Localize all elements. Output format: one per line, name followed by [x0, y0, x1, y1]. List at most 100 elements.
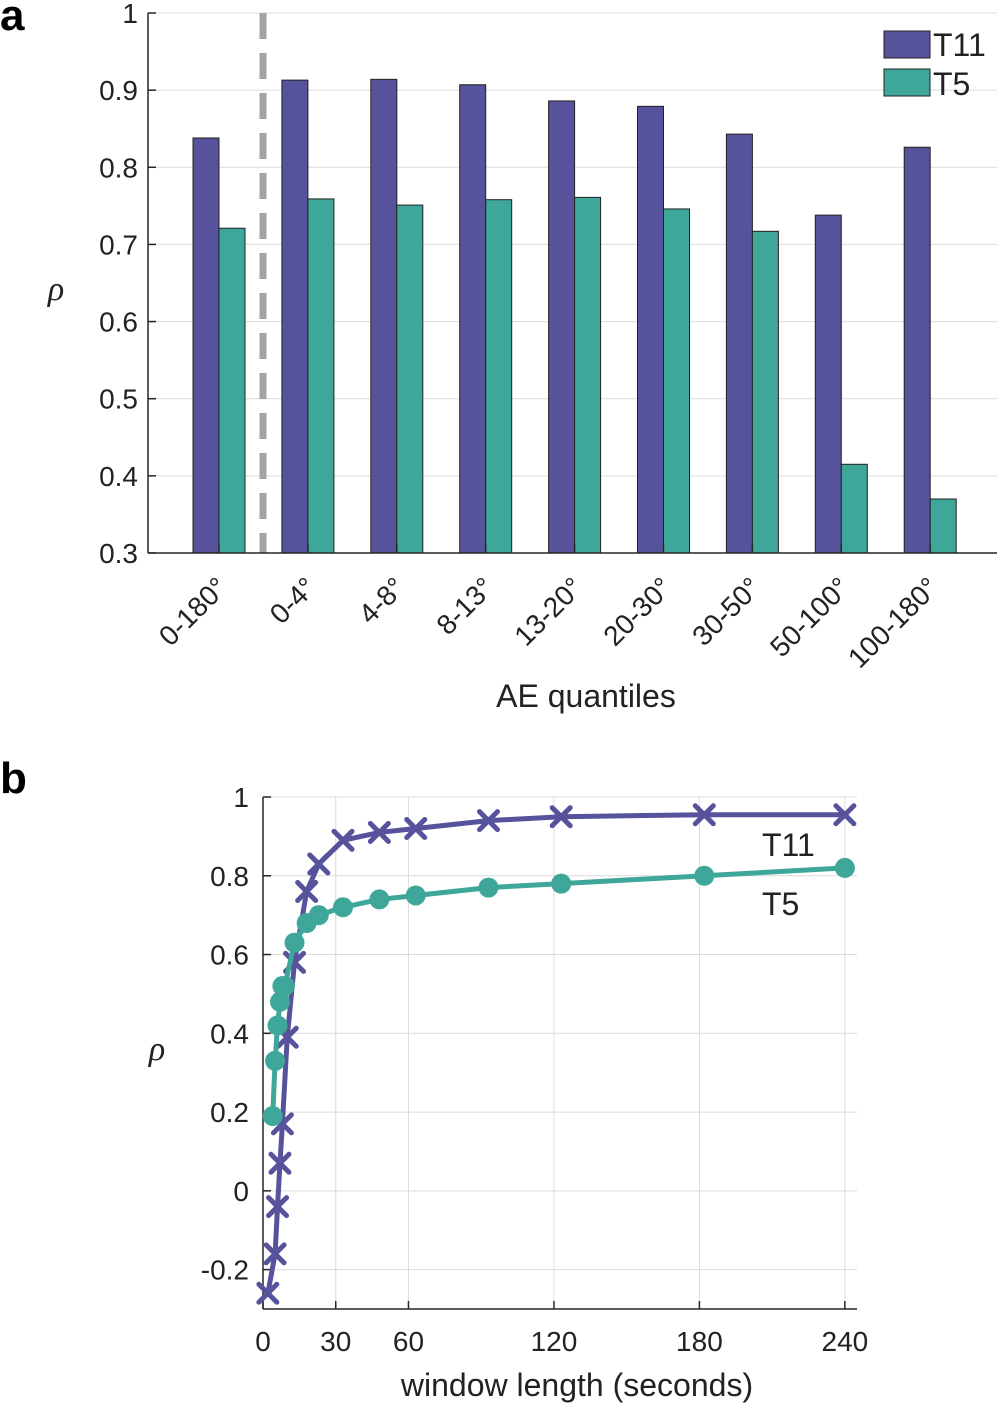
series-label-t11: T11: [762, 827, 815, 863]
bar-t5: [307, 198, 335, 554]
bar-t5: [485, 199, 513, 554]
panel-a-legend: T11 T5: [883, 27, 986, 102]
bar-t11: [370, 78, 398, 554]
x-tick-label: 100-180°: [842, 571, 945, 674]
data-point-t11: [266, 1195, 290, 1219]
data-point-t5: [274, 976, 295, 997]
data-point-t5: [834, 857, 855, 878]
y-tick-label: 0.4: [99, 461, 138, 492]
series-label-t5: T5: [762, 886, 799, 922]
y-tick-label: 1: [233, 782, 249, 813]
data-point-t11: [549, 805, 573, 829]
data-point-t11: [476, 809, 500, 833]
bar-t5: [840, 463, 868, 554]
data-point-t11: [331, 828, 355, 852]
bar-t11: [637, 105, 664, 554]
series-line-t5: [270, 865, 846, 1117]
bar-t11: [548, 100, 576, 554]
panel-b-y-tick-labels: -0.2 0 0.2 0.4 0.6 0.8 1: [201, 782, 249, 1286]
y-tick-label: 0.2: [210, 1097, 249, 1128]
panel-b-series: [256, 803, 857, 1305]
panel-b-x-tick-labels: 0 30 60 120 180 240: [255, 1326, 868, 1357]
bar-t5: [218, 227, 246, 554]
x-tick-label: 180: [676, 1326, 723, 1357]
panel-b-x-axis-label: window length (seconds): [400, 1367, 753, 1403]
y-tick-label: 0: [233, 1176, 249, 1207]
panel-a-bar-chart: 0.3 0.4 0.5 0.6 0.7 0.8 0.9 1 0-180° 0-4° 4-8° 8-1…: [47, 0, 997, 714]
x-tick-label: 0-180°: [153, 571, 233, 651]
data-point-t11: [307, 852, 331, 876]
data-point-t5: [405, 885, 426, 906]
data-point-t5: [284, 932, 305, 953]
y-tick-label: 0.7: [99, 229, 138, 260]
y-tick-label: 0.6: [210, 940, 249, 971]
x-tick-label: 120: [531, 1326, 578, 1357]
panel-b-line-chart: -0.2 0 0.2 0.4 0.6 0.8 1 0 30 60 120 180 240 T11 T5…: [148, 782, 868, 1403]
panel-a-label: a: [0, 0, 25, 40]
panel-a-axes: [147, 12, 997, 554]
y-tick-label: 0.8: [99, 152, 138, 183]
data-point-t11: [263, 1242, 287, 1266]
x-tick-label: 20-30°: [597, 571, 677, 651]
panel-a-x-axis-label: AE quantiles: [496, 678, 676, 714]
series-line-t11: [265, 812, 845, 1294]
data-point-t11: [367, 820, 391, 844]
x-tick-label: 30-50°: [686, 571, 766, 651]
data-point-t5: [308, 905, 329, 926]
data-point-t5: [369, 889, 390, 910]
data-point-t11: [404, 817, 428, 841]
bar-t11: [281, 79, 309, 554]
bar-t5: [929, 498, 957, 554]
data-point-t11: [256, 1281, 280, 1305]
x-tick-label: 240: [822, 1326, 869, 1357]
bar-t11: [903, 146, 931, 554]
data-point-t11: [833, 803, 857, 827]
y-tick-label: 0.5: [99, 384, 138, 415]
panel-b-y-axis-label: ρ: [148, 1031, 165, 1068]
legend-swatch-t5: [883, 68, 931, 97]
y-tick-label: -0.2: [201, 1255, 249, 1286]
y-tick-label: 0.3: [99, 538, 138, 569]
x-tick-label: 60: [393, 1326, 424, 1357]
data-point-t5: [694, 865, 715, 886]
panel-a-x-tick-labels: 0-180° 0-4° 4-8° 8-13° 13-20° 20-30° 30-50°50-…: [153, 571, 945, 674]
bar-t5: [663, 208, 690, 554]
legend-label-t11: T11: [933, 27, 986, 63]
x-tick-label: 30: [320, 1326, 351, 1357]
y-tick-label: 0.8: [210, 861, 249, 892]
data-point-t5: [333, 897, 354, 918]
legend-label-t5: T5: [933, 66, 970, 102]
data-point-t5: [551, 873, 572, 894]
data-point-t5: [262, 1106, 283, 1127]
data-point-t11: [295, 880, 319, 904]
bar-t11: [725, 133, 753, 554]
panel-a-y-tick-labels: 0.3 0.4 0.5 0.6 0.7 0.8 0.9 1: [99, 0, 138, 569]
panel-b-label: b: [0, 754, 27, 803]
data-point-t11: [268, 1151, 292, 1175]
bar-t5: [396, 204, 424, 554]
x-tick-label: 50-100°: [764, 571, 855, 662]
data-point-t5: [267, 1015, 288, 1036]
y-tick-label: 0.9: [99, 75, 138, 106]
legend-swatch-t11: [883, 30, 931, 59]
bar-t11: [459, 84, 487, 554]
bar-t11: [814, 214, 842, 554]
x-tick-label: 0: [255, 1326, 271, 1357]
panel-a-y-axis-label: ρ: [47, 271, 64, 308]
panel-a-bars: [192, 78, 957, 554]
y-tick-label: 0.4: [210, 1018, 249, 1049]
bar-t5: [751, 230, 779, 554]
data-point-t5: [265, 1050, 286, 1071]
panel-b-axes: [262, 796, 857, 1310]
x-tick-label: 4-8°: [353, 571, 411, 629]
x-tick-label: 8-13°: [430, 571, 499, 640]
x-tick-label: 13-20°: [508, 571, 588, 651]
bar-t11: [192, 137, 220, 554]
y-tick-label: 0.6: [99, 307, 138, 338]
x-tick-label: 0-4°: [264, 571, 322, 629]
data-point-t5: [269, 991, 290, 1012]
bar-t5: [574, 196, 602, 554]
y-tick-label: 1: [122, 0, 138, 29]
data-point-t5: [478, 877, 499, 898]
